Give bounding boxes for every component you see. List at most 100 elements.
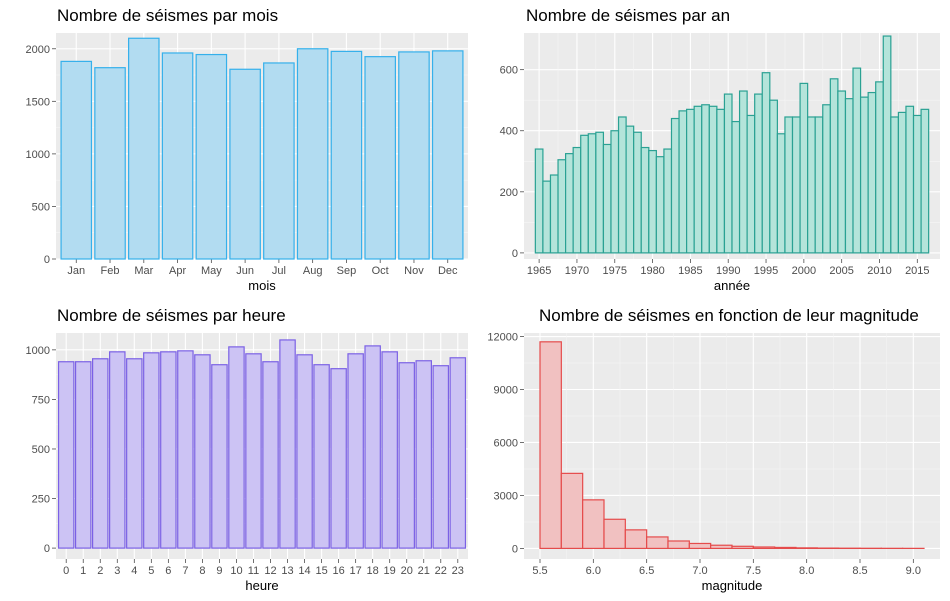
bar xyxy=(549,174,559,254)
bar xyxy=(296,354,313,549)
x-axis-label: année xyxy=(714,278,750,293)
bar xyxy=(580,134,589,254)
chart-panel-3: Nombre de séismes par heure0250500750100… xyxy=(26,306,468,593)
bar xyxy=(195,53,228,260)
x-tick-label: 1970 xyxy=(565,265,589,277)
bar xyxy=(791,116,801,254)
x-tick-label: Feb xyxy=(101,265,120,277)
y-tick-label: 250 xyxy=(32,494,50,506)
bar xyxy=(542,180,552,254)
bar xyxy=(60,60,93,260)
chart-title: Nombre de séismes par heure xyxy=(57,306,286,325)
bar xyxy=(92,358,109,549)
bar xyxy=(716,108,726,254)
bar xyxy=(610,130,620,254)
bar xyxy=(746,114,756,254)
x-tick-label: 17 xyxy=(350,565,362,577)
bar xyxy=(912,114,922,254)
bar xyxy=(587,133,597,254)
bar xyxy=(814,116,824,254)
bar xyxy=(262,361,279,549)
y-tick-label: 0 xyxy=(512,543,518,555)
bar xyxy=(160,351,177,549)
x-tick-label: Jul xyxy=(272,265,286,277)
bar xyxy=(784,116,794,254)
bars xyxy=(60,37,464,260)
bar xyxy=(646,536,669,550)
bar xyxy=(859,96,869,254)
x-tick-label: 2000 xyxy=(792,265,816,277)
x-tick-label: 0 xyxy=(63,565,69,577)
bar xyxy=(211,364,228,549)
bar xyxy=(364,56,396,260)
y-tick-label: 1500 xyxy=(26,96,50,108)
x-axis-label: mois xyxy=(248,278,276,293)
bar xyxy=(381,351,398,549)
x-tick-label: 22 xyxy=(435,565,447,577)
chart-panel-2: Nombre de séismes par an 0 200 400 600 1965 19… xyxy=(500,6,940,293)
bar xyxy=(534,148,544,254)
y-tick-label: 200 xyxy=(500,187,518,199)
y-tick-label: 0 xyxy=(512,248,518,260)
bar xyxy=(844,98,854,254)
chart-panel-1: Nombre de séismes par mois 0 500 1000 1500 20… xyxy=(26,6,468,293)
x-tick-label: 7.0 xyxy=(692,565,707,577)
bar xyxy=(128,37,160,260)
x-tick-label: Jan xyxy=(67,265,85,277)
bar xyxy=(228,346,245,549)
bar xyxy=(263,62,295,260)
bar xyxy=(143,352,160,549)
bar xyxy=(431,50,464,260)
bar xyxy=(617,116,627,254)
bar xyxy=(564,153,574,254)
y-tick-label: 1000 xyxy=(26,345,50,357)
x-tick-label: Dec xyxy=(438,265,458,277)
x-tick-label: 6 xyxy=(165,565,171,577)
bar xyxy=(602,143,612,254)
bar xyxy=(229,68,261,260)
bar xyxy=(398,362,415,549)
bar xyxy=(330,368,347,549)
bar xyxy=(625,125,635,254)
bar xyxy=(875,81,884,254)
x-tick-label: 15 xyxy=(315,565,327,577)
bar xyxy=(161,52,194,260)
bar xyxy=(279,339,296,549)
y-tick-label: 400 xyxy=(500,126,518,138)
bar xyxy=(398,51,430,260)
bar xyxy=(415,360,432,549)
x-tick-label: 1985 xyxy=(678,265,702,277)
x-tick-label: 2005 xyxy=(829,265,853,277)
bar xyxy=(795,547,818,550)
bar xyxy=(837,90,847,254)
x-tick-label: 8 xyxy=(199,565,205,577)
x-tick-label: 16 xyxy=(332,565,344,577)
bar xyxy=(678,110,688,254)
bar xyxy=(774,546,797,550)
bar xyxy=(776,133,786,254)
bar xyxy=(710,544,733,550)
x-tick-label: 1975 xyxy=(603,265,627,277)
x-tick-label: 12 xyxy=(264,565,276,577)
x-tick-label: 1980 xyxy=(640,265,664,277)
x-tick-label: Apr xyxy=(169,265,186,277)
x-tick-label: Nov xyxy=(404,265,424,277)
bar xyxy=(822,104,831,254)
bar xyxy=(905,105,915,254)
x-tick-label: 18 xyxy=(367,565,379,577)
bar xyxy=(94,67,126,260)
x-tick-label: 1965 xyxy=(527,265,551,277)
bar xyxy=(799,82,809,254)
bar xyxy=(177,350,194,549)
y-tick-label: 750 xyxy=(32,394,50,406)
x-tick-label: 23 xyxy=(452,565,464,577)
bar xyxy=(640,146,650,254)
x-tick-label: 20 xyxy=(401,565,413,577)
x-tick-label: 5.5 xyxy=(532,565,547,577)
y-tick-label: 6000 xyxy=(494,437,518,449)
chart-panel-4: Nombre de séismes en fonction de leur ma… xyxy=(487,306,940,593)
x-tick-label: 1 xyxy=(80,565,86,577)
x-tick-label: 7 xyxy=(182,565,188,577)
bars xyxy=(57,339,467,549)
